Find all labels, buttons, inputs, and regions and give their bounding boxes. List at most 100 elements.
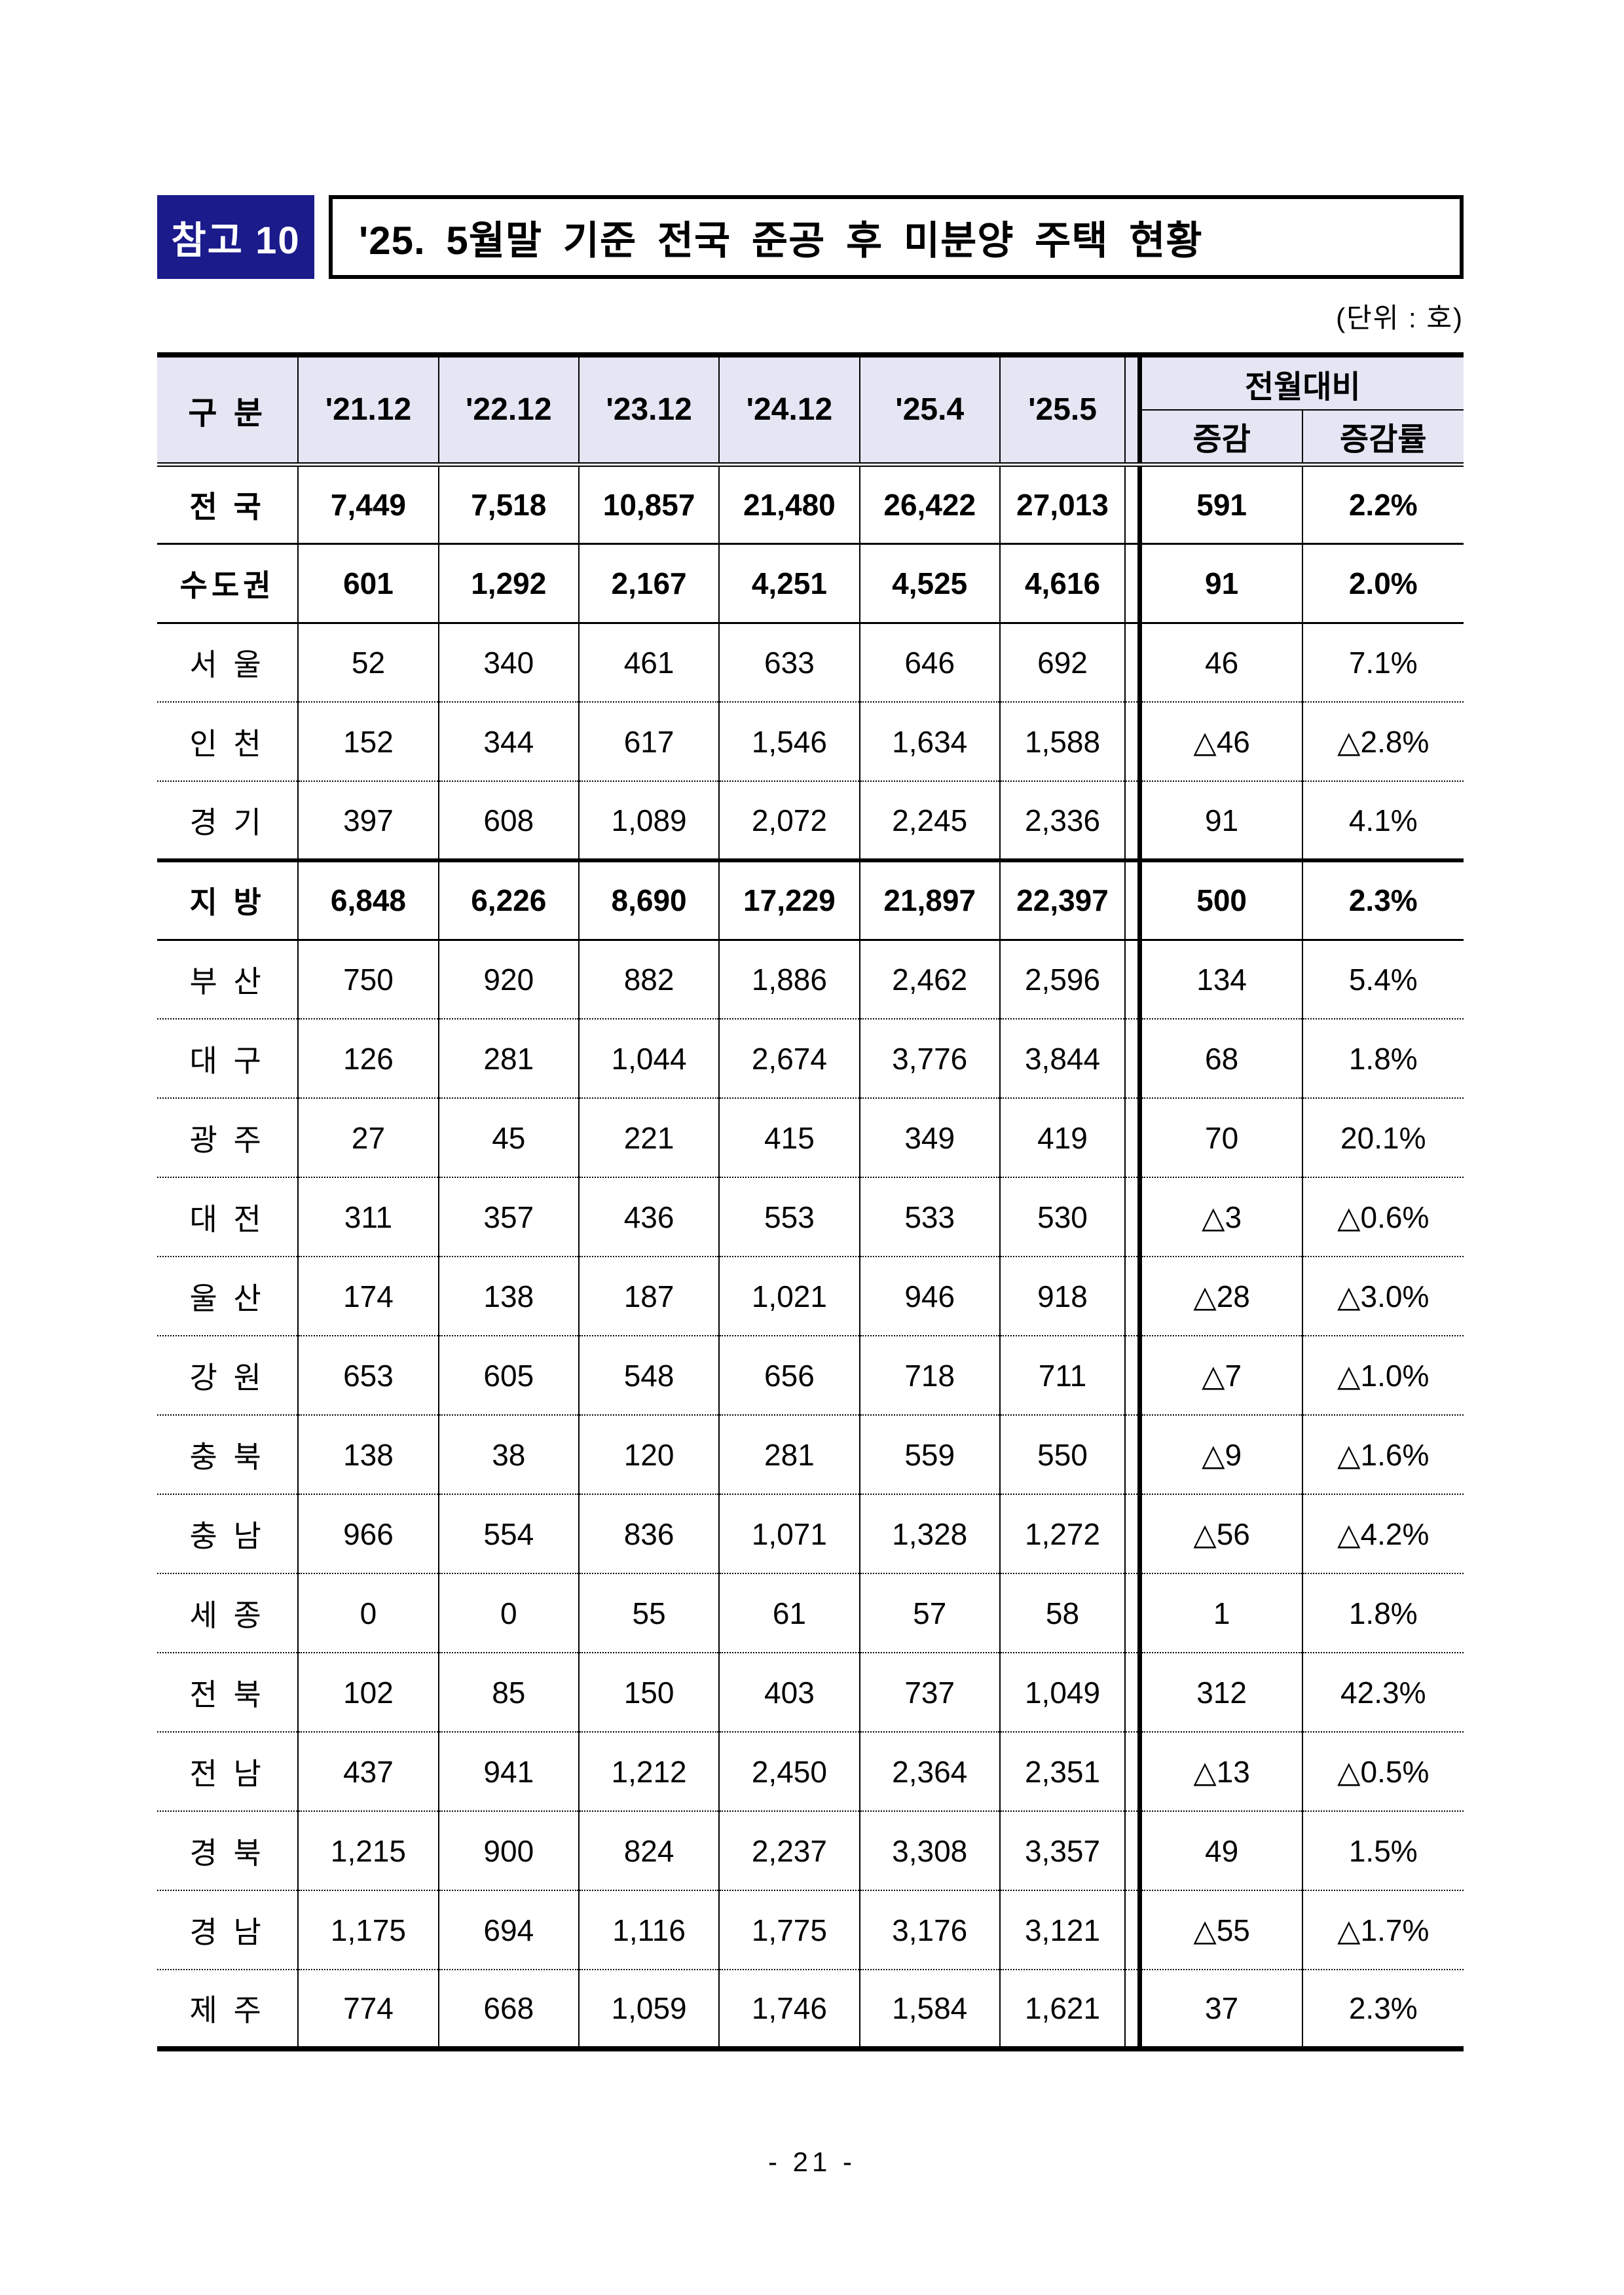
spacer-cell (1124, 1731, 1140, 1811)
value-cell: 530 (999, 1177, 1126, 1257)
spacer-cell (1124, 1097, 1140, 1177)
value-cell: 61 (718, 1573, 860, 1653)
table-row: 강 원 653 605 548 656 718 711 △7 △1.0% (157, 1335, 1464, 1415)
rate-cell: △1.6% (1301, 1414, 1464, 1494)
value-cell: 150 (578, 1652, 720, 1732)
rate-cell: 2.3% (1301, 858, 1464, 940)
spacer-cell (1124, 1018, 1140, 1098)
table-row: 충 남 966 554 836 1,071 1,328 1,272 △56 △4.2% (157, 1494, 1464, 1573)
value-cell: 1,546 (718, 701, 860, 781)
table-row: 울 산 174 138 187 1,021 946 918 △28 △3.0% (157, 1256, 1464, 1336)
value-cell: 7,518 (437, 464, 579, 543)
spacer-cell (1124, 1890, 1140, 1970)
header-col-group: 구 분 (157, 355, 299, 467)
value-cell: 1,049 (999, 1652, 1126, 1732)
row-label: 부 산 (157, 938, 299, 1019)
value-cell: 920 (437, 938, 579, 1019)
value-cell: 340 (437, 621, 579, 702)
value-cell: 1,621 (999, 1969, 1126, 2049)
row-label: 전 남 (157, 1731, 299, 1811)
value-cell: 26,422 (858, 464, 1000, 543)
row-label: 충 남 (157, 1494, 299, 1573)
change-cell: △7 (1137, 1335, 1302, 1415)
value-cell: 2,072 (718, 780, 860, 860)
value-cell: 1,044 (578, 1018, 720, 1098)
value-cell: 461 (578, 621, 720, 702)
change-cell: △9 (1137, 1414, 1302, 1494)
header-mom-group: 전월대비 (1137, 355, 1464, 411)
value-cell: 550 (999, 1414, 1126, 1494)
value-cell: 52 (297, 621, 439, 702)
spacer-cell (1124, 1969, 1140, 2049)
table-row: 전 북 102 85 150 403 737 1,049 312 42.3% (157, 1652, 1464, 1732)
value-cell: 966 (297, 1494, 439, 1573)
value-cell: 17,229 (718, 858, 860, 940)
value-cell: 1,021 (718, 1256, 860, 1336)
value-cell: 27,013 (999, 464, 1126, 543)
value-cell: 311 (297, 1177, 439, 1257)
value-cell: 397 (297, 780, 439, 860)
value-cell: 601 (297, 542, 439, 623)
value-cell: 6,848 (297, 858, 439, 940)
value-cell: 4,616 (999, 542, 1126, 623)
value-cell: 8,690 (578, 858, 720, 940)
value-cell: 281 (718, 1414, 860, 1494)
header-period-254: '25.4 (858, 355, 1000, 467)
value-cell: 102 (297, 1652, 439, 1732)
rate-cell: △1.0% (1301, 1335, 1464, 1415)
spacer-cell (1124, 542, 1140, 623)
rate-cell: 4.1% (1301, 780, 1464, 860)
unsold-housing-table: 구 분 '21.12 '22.12 '23.12 '24.12 '25.4 '2… (157, 352, 1464, 2051)
value-cell: 1,584 (858, 1969, 1000, 2049)
row-label: 서 울 (157, 621, 299, 702)
value-cell: 836 (578, 1494, 720, 1573)
value-cell: 554 (437, 1494, 579, 1573)
value-cell: 1,059 (578, 1969, 720, 2049)
row-label: 울 산 (157, 1256, 299, 1336)
spacer-cell (1124, 1414, 1140, 1494)
row-label: 충 북 (157, 1414, 299, 1494)
change-cell: 1 (1137, 1573, 1302, 1653)
row-label: 경 기 (157, 780, 299, 860)
page-heading: 참고 10 '25. 5월말 기준 전국 준공 후 미분양 주택 현황 (157, 195, 1464, 279)
spacer-cell (1124, 938, 1140, 1019)
header-period-255: '25.5 (999, 355, 1126, 467)
value-cell: 4,525 (858, 542, 1000, 623)
value-cell: 1,212 (578, 1731, 720, 1811)
value-cell: 1,775 (718, 1890, 860, 1970)
value-cell: 692 (999, 621, 1126, 702)
change-cell: △55 (1137, 1890, 1302, 1970)
value-cell: 2,237 (718, 1810, 860, 1890)
row-label: 전 국 (189, 489, 265, 524)
header-period-2312: '23.12 (578, 355, 720, 467)
rate-cell: △2.8% (1301, 701, 1464, 781)
value-cell: 344 (437, 701, 579, 781)
spacer-cell (1124, 464, 1140, 543)
rate-cell: △1.7% (1301, 1890, 1464, 1970)
row-label: 세 종 (157, 1573, 299, 1653)
value-cell: 2,364 (858, 1731, 1000, 1811)
spacer-cell (1124, 1810, 1140, 1890)
table-row: 전 남 437 941 1,212 2,450 2,364 2,351 △13 △0.5% (157, 1731, 1464, 1811)
row-label: 강 원 (157, 1335, 299, 1415)
unit-note: (단위 : 호) (1336, 303, 1464, 333)
value-cell: 21,480 (718, 464, 860, 543)
table-row: 대 전 311 357 436 553 533 530 △3 △0.6% (157, 1177, 1464, 1257)
value-cell: 646 (858, 621, 1000, 702)
change-cell: △56 (1137, 1494, 1302, 1573)
rate-cell: 20.1% (1301, 1097, 1464, 1177)
rate-cell: △3.0% (1301, 1256, 1464, 1336)
value-cell: 1,175 (297, 1890, 439, 1970)
table-header-row-top: 구 분 '21.12 '22.12 '23.12 '24.12 '25.4 '2… (157, 355, 1464, 467)
value-cell: 21,897 (858, 858, 1000, 940)
row-label: 지 방 (157, 858, 299, 940)
rate-cell: 1.8% (1301, 1018, 1464, 1098)
value-cell: 1,272 (999, 1494, 1126, 1573)
value-cell: 120 (578, 1414, 720, 1494)
value-cell: 718 (858, 1335, 1000, 1415)
value-cell: 0 (437, 1573, 579, 1653)
change-cell: 500 (1137, 858, 1302, 940)
value-cell: 0 (297, 1573, 439, 1653)
row-label: 경 남 (157, 1890, 299, 1970)
value-cell: 3,844 (999, 1018, 1126, 1098)
